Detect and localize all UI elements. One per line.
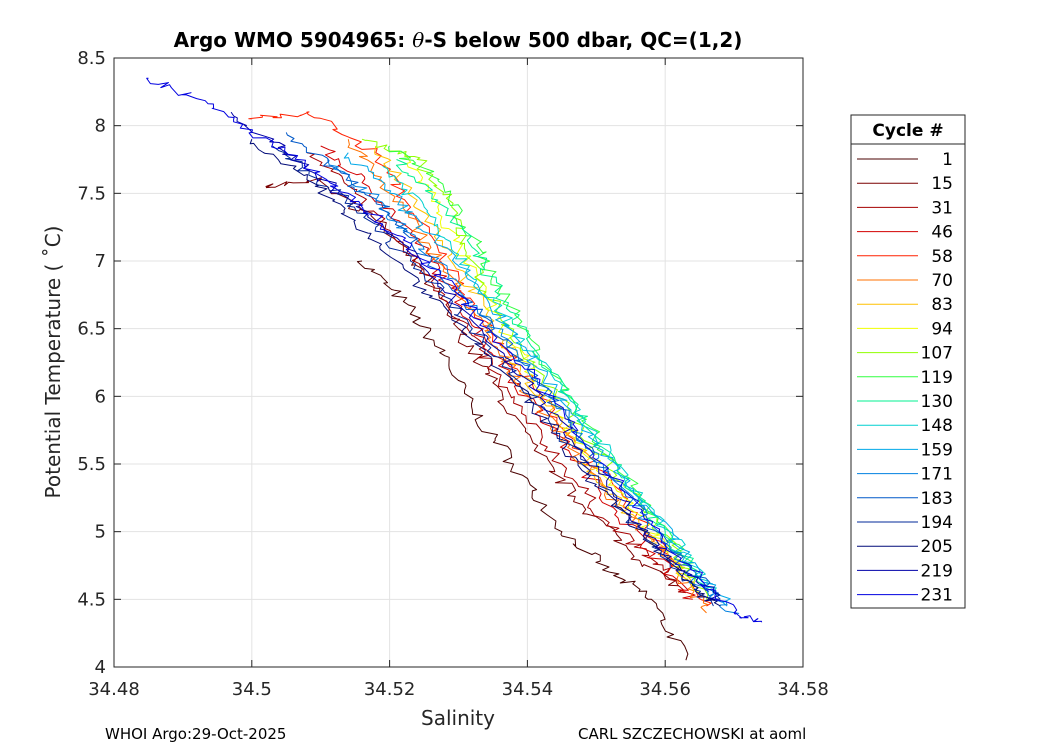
legend-label-cycle-148: 148 [921, 416, 953, 436]
y-tick-label: 4 [95, 657, 106, 678]
plot-frame [113, 57, 804, 668]
legend-label-cycle-119: 119 [921, 368, 953, 388]
legend-label-cycle-130: 130 [921, 392, 953, 412]
series-line-cycle-171 [327, 159, 740, 614]
legend-label-cycle-194: 194 [921, 513, 953, 533]
x-tick-label: 34.54 [502, 679, 554, 700]
series-line-cycle-83 [374, 145, 694, 586]
axis-ticks: 34.48 34.5 34.52 34.54 34.56 34.58 4 4.5 5 5.5 6 6.… [77, 48, 828, 700]
y-tick-label: 6 [95, 386, 106, 407]
x-axis-label: Salinity [421, 706, 495, 730]
plot-lines [146, 77, 763, 661]
chart-title: Argo WMO 5904965: θ-S below 500 dbar, QC… [174, 28, 743, 52]
y-axis-label: Potential Temperature ( ˚C) [41, 226, 65, 499]
legend-label-cycle-1: 1 [942, 150, 953, 170]
series-line-cycle-205 [249, 139, 721, 607]
y-tick-label: 8.5 [77, 48, 106, 69]
series-line-cycle-70 [347, 139, 709, 614]
legend-entries: 1 15 31 46 58 70 83 94 107 119 130 148 159 171 183 194 2… [857, 150, 953, 606]
legend-label-cycle-171: 171 [921, 465, 953, 485]
legend-label-cycle-58: 58 [931, 247, 953, 267]
x-tick-label: 34.48 [88, 679, 140, 700]
series-line-cycle-159 [343, 152, 731, 607]
footer-left-text: WHOI Argo:29-Oct-2025 [105, 725, 287, 743]
y-tick-label: 6.5 [77, 319, 106, 340]
legend: Cycle # 1 15 31 46 58 70 83 94 107 119 130 148 159 17… [850, 114, 966, 609]
legend-label-cycle-183: 183 [921, 489, 953, 509]
legend-title: Cycle # [872, 121, 943, 141]
legend-label-cycle-231: 231 [921, 586, 953, 606]
legend-label-cycle-70: 70 [931, 271, 953, 291]
legend-label-cycle-94: 94 [931, 319, 953, 339]
series-line-cycle-58 [248, 111, 712, 607]
series-line-cycle-219 [230, 111, 721, 600]
y-tick-label: 5 [95, 522, 106, 543]
x-tick-label: 34.5 [232, 679, 272, 700]
x-tick-label: 34.58 [777, 679, 829, 700]
y-tick-label: 7 [95, 251, 106, 272]
series-line-cycle-15 [265, 177, 680, 587]
series-line-cycle-130 [395, 159, 707, 587]
series-line-cycle-1 [356, 260, 689, 661]
legend-label-cycle-15: 15 [931, 174, 953, 194]
x-tick-label: 34.52 [364, 679, 416, 700]
y-tick-label: 4.5 [77, 589, 106, 610]
legend-label-cycle-205: 205 [921, 537, 953, 557]
legend-label-cycle-31: 31 [931, 198, 953, 218]
y-tick-label: 8 [95, 116, 106, 137]
x-tick-label: 34.56 [639, 679, 691, 700]
legend-label-cycle-83: 83 [931, 295, 953, 315]
series-line-cycle-107 [361, 138, 709, 600]
legend-label-cycle-107: 107 [921, 344, 953, 364]
legend-label-cycle-219: 219 [921, 561, 953, 581]
series-line-cycle-231 [146, 77, 763, 623]
legend-label-cycle-159: 159 [921, 440, 953, 460]
y-tick-label: 5.5 [77, 454, 106, 475]
legend-box [850, 114, 966, 609]
series-line-cycle-31 [306, 152, 686, 594]
series-line-cycle-148 [382, 165, 717, 593]
legend-label-cycle-46: 46 [931, 223, 953, 243]
y-tick-label: 7.5 [77, 183, 106, 204]
footer-right-text: CARL SZCZECHOWSKI at aoml [578, 725, 807, 743]
series-line-cycle-183 [285, 132, 721, 600]
